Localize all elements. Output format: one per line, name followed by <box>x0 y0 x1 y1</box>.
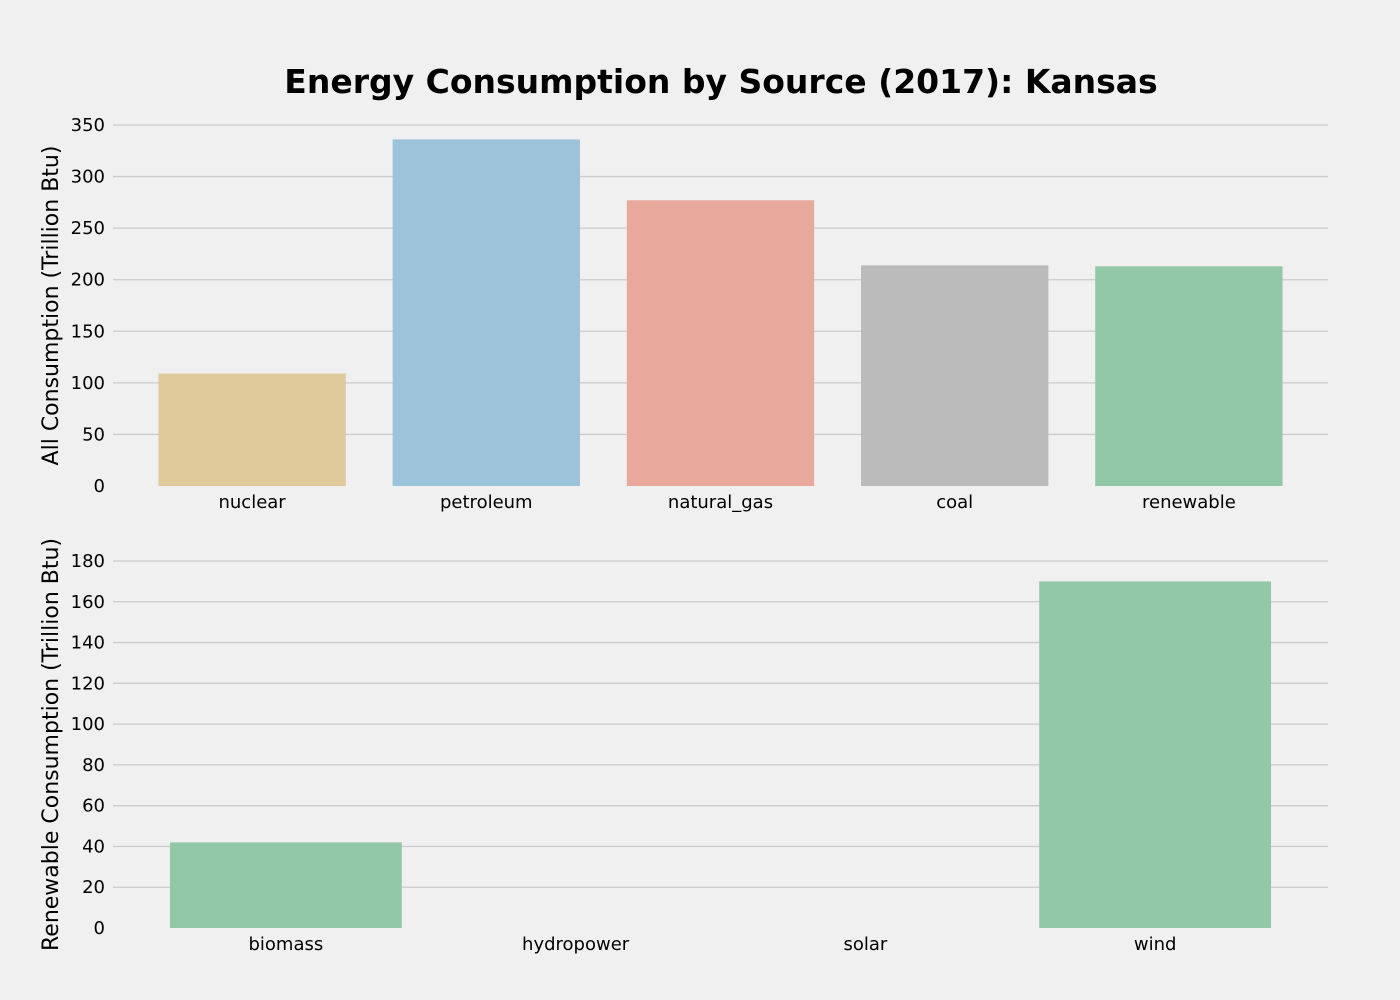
x-tick-label: coal <box>936 492 973 513</box>
bar-petroleum <box>392 139 580 486</box>
y-tick-label: 0 <box>94 476 105 497</box>
x-tick-label: nuclear <box>218 492 286 513</box>
bar-renewable <box>1095 266 1283 486</box>
x-tick-label: wind <box>1134 934 1177 955</box>
bar-natural_gas <box>626 200 815 486</box>
all-consumption-panel: 0 50 100 150 200 250 300 350 nuclear petroleum nat… <box>39 115 1328 513</box>
y-tick-label: 100 <box>71 714 105 735</box>
y-tick-label: 60 <box>82 796 105 817</box>
x-tick-label: solar <box>843 934 887 955</box>
y-tick-label: 80 <box>82 755 105 776</box>
y-tick-label: 140 <box>71 633 105 654</box>
y-tick-label: 150 <box>71 321 105 342</box>
bar-wind <box>1039 581 1272 928</box>
y-tick-label: 20 <box>82 877 105 898</box>
y-tick-label: 50 <box>82 424 105 445</box>
y-tick-label: 250 <box>71 218 105 239</box>
y-tick-label: 180 <box>71 551 105 572</box>
y-axis-label-all: All Consumption (Trillion Btu) <box>39 146 64 466</box>
y-tick-label: 100 <box>71 373 105 394</box>
bar-biomass <box>169 842 402 928</box>
x-tick-label: hydropower <box>522 934 630 955</box>
y-tick-label: 350 <box>71 115 105 136</box>
y-tick-label: 0 <box>94 918 105 939</box>
y-tick-label: 120 <box>71 673 105 694</box>
y-tick-label: 40 <box>82 836 105 857</box>
chart-title: Energy Consumption by Source (2017): Kan… <box>284 62 1157 101</box>
renewable-consumption-panel: 0 20 40 60 80 100 120 140 160 180 biomass hydropowe… <box>39 538 1328 955</box>
y-axis-label-renewable: Renewable Consumption (Trillion Btu) <box>39 538 64 951</box>
y-tick-label: 300 <box>71 167 105 188</box>
y-tick-label: 200 <box>71 270 105 291</box>
x-tick-label: petroleum <box>440 492 533 513</box>
x-tick-label: biomass <box>248 934 323 955</box>
bar-coal <box>861 265 1049 486</box>
bar-nuclear <box>158 373 346 486</box>
y-tick-label: 160 <box>71 592 105 613</box>
x-tick-label: renewable <box>1142 492 1236 513</box>
x-tick-label: natural_gas <box>668 492 773 513</box>
